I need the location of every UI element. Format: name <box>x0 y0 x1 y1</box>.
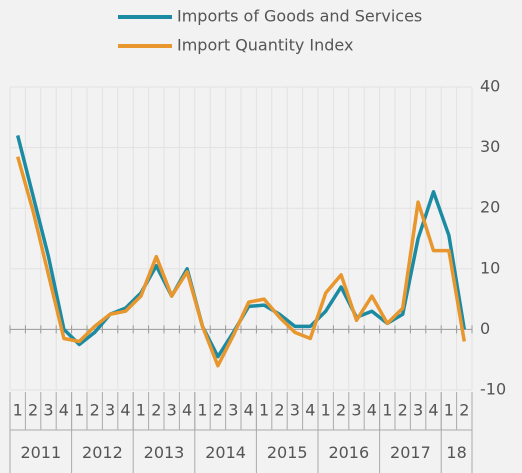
x-tick-label: 1 <box>321 401 331 420</box>
x-tick-label: 1 <box>136 401 146 420</box>
x-tick-label: 1 <box>74 401 84 420</box>
y-tick-label: 10 <box>480 258 500 277</box>
x-tick-label: 3 <box>43 401 53 420</box>
x-tick-label: 4 <box>428 401 438 420</box>
x-tick-label: 4 <box>367 401 377 420</box>
year-label: 2014 <box>205 443 246 462</box>
series-line <box>16 156 467 368</box>
x-tick-label: 3 <box>228 401 238 420</box>
x-tick-label: 1 <box>382 401 392 420</box>
y-tick-label: 40 <box>480 77 500 96</box>
x-tick-label: 2 <box>398 401 408 420</box>
x-tick-label: 1 <box>13 401 23 420</box>
x-tick-label: 3 <box>167 401 177 420</box>
y-tick-label: 20 <box>480 198 500 217</box>
x-tick-label: 3 <box>413 401 423 420</box>
year-label: 18 <box>446 443 466 462</box>
x-tick-label: 1 <box>197 401 207 420</box>
x-tick-label: 3 <box>105 401 115 420</box>
x-tick-label: 3 <box>351 401 361 420</box>
legend-label: Import Quantity Index <box>177 36 353 55</box>
year-label: 2015 <box>267 443 308 462</box>
x-tick-label: 2 <box>459 401 469 420</box>
legend-label: Imports of Goods and Services <box>177 7 422 26</box>
x-tick-label: 4 <box>305 401 315 420</box>
x-tick-label: 1 <box>259 401 269 420</box>
year-label: 2011 <box>20 443 61 462</box>
x-tick-label: 4 <box>120 401 130 420</box>
x-tick-label: 2 <box>274 401 284 420</box>
year-label: 2016 <box>328 443 369 462</box>
x-tick-label: 1 <box>444 401 454 420</box>
x-tick-label: 4 <box>182 401 192 420</box>
x-tick-label: 2 <box>213 401 223 420</box>
x-tick-label: 2 <box>28 401 38 420</box>
year-label: 2012 <box>82 443 123 462</box>
year-label: 2013 <box>144 443 185 462</box>
y-tick-label: 30 <box>480 137 500 156</box>
x-tick-label: 3 <box>290 401 300 420</box>
x-tick-label: 4 <box>244 401 254 420</box>
x-tick-label: 2 <box>90 401 100 420</box>
y-tick-label: 0 <box>480 319 490 338</box>
x-tick-label: 2 <box>151 401 161 420</box>
x-tick-label: 4 <box>59 401 69 420</box>
x-tick-label: 2 <box>336 401 346 420</box>
year-label: 2017 <box>390 443 431 462</box>
y-tick-label: -10 <box>480 380 506 399</box>
